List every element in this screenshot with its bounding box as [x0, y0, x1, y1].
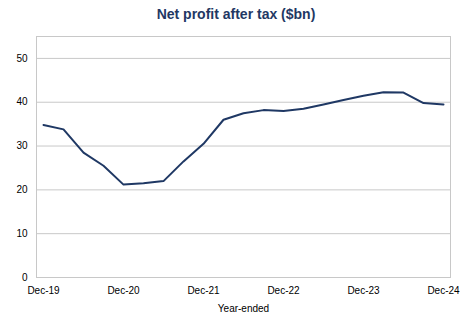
svg-text:10: 10: [16, 228, 28, 239]
html-text:Net profit after tax ($bn): Net profit after tax ($bn): [156, 6, 316, 22]
svg-text:40: 40: [16, 96, 28, 107]
svg-text:Dec-22: Dec-22: [267, 285, 300, 296]
svg-text:Dec-24: Dec-24: [427, 285, 460, 296]
svg-text:20: 20: [16, 184, 28, 195]
svg-text:50: 50: [16, 53, 28, 64]
svg-text:Dec-21: Dec-21: [187, 285, 220, 296]
svg-text:0: 0: [22, 272, 28, 283]
svg-text:Dec-20: Dec-20: [107, 285, 140, 296]
svg-text:Year-ended: Year-ended: [218, 303, 269, 314]
svg-text:Dec-19: Dec-19: [27, 285, 60, 296]
svg-text:30: 30: [16, 140, 28, 151]
svg-text:Dec-23: Dec-23: [347, 285, 380, 296]
